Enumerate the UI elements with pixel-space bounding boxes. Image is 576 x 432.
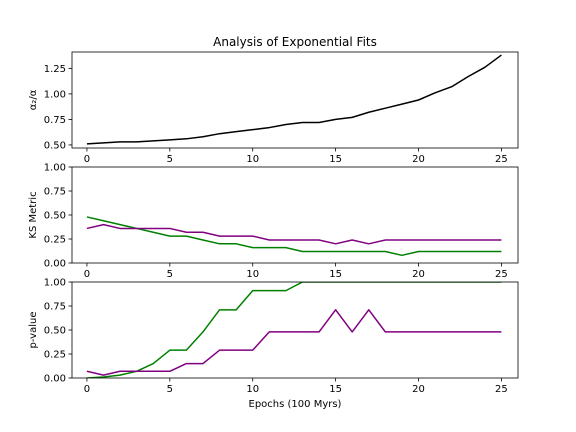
y-tick-label: 0.50	[44, 140, 66, 151]
y-tick-label: 0.50	[44, 211, 66, 222]
x-tick-label: 0	[84, 154, 90, 165]
x-tick-label: 15	[329, 384, 342, 395]
x-tick-label: 0	[84, 384, 90, 395]
axes-frame	[72, 282, 518, 378]
series-line-1-1	[87, 55, 502, 144]
x-tick-label: 5	[167, 154, 173, 165]
chart-title: Analysis of Exponential Fits	[213, 35, 377, 49]
y-axis-label: KS Metric	[28, 191, 39, 238]
y-tick-label: 0.00	[44, 374, 66, 385]
y-tick-label: 1.25	[44, 64, 66, 75]
x-tick-label: 15	[329, 154, 342, 165]
x-tick-label: 20	[412, 269, 425, 280]
y-axis-label: p-value	[28, 311, 39, 348]
y-tick-label: 0.75	[44, 115, 66, 126]
series-line-3-1	[87, 282, 502, 378]
x-tick-label: 10	[246, 154, 259, 165]
x-tick-label: 25	[495, 384, 508, 395]
x-tick-label: 10	[246, 384, 259, 395]
x-tick-label: 20	[412, 384, 425, 395]
y-tick-label: 0.75	[44, 187, 66, 198]
series-line-2-2	[87, 225, 502, 244]
y-tick-label: 0.25	[44, 235, 66, 246]
x-axis-label: Epochs (100 Myrs)	[249, 399, 342, 410]
x-tick-label: 25	[495, 154, 508, 165]
y-tick-label: 0.50	[44, 326, 66, 337]
x-tick-label: 5	[167, 269, 173, 280]
x-tick-label: 10	[246, 269, 259, 280]
y-tick-label: 0.25	[44, 350, 66, 361]
y-tick-label: 1.00	[44, 163, 66, 174]
axes-frame	[72, 52, 518, 148]
y-axis-label: α₂/α	[28, 89, 39, 110]
axes-frame	[72, 167, 518, 263]
chart-panel-3: 0 5 10 15 20 25 0.00 0.25 0.50 0.75 1.00 p-value Epo…	[28, 278, 518, 411]
y-tick-label: 1.00	[44, 278, 66, 289]
y-tick-label: 0.00	[44, 259, 66, 270]
x-tick-label: 0	[84, 269, 90, 280]
x-tick-label: 25	[495, 269, 508, 280]
x-tick-label: 5	[167, 384, 173, 395]
x-tick-label: 15	[329, 269, 342, 280]
x-tick-label: 20	[412, 154, 425, 165]
series-line-2-1	[87, 217, 502, 255]
chart-panel-2: 0 5 10 15 20 25 0.00 0.25 0.50 0.75 1.00 KS Metric	[28, 163, 518, 281]
y-tick-label: 0.75	[44, 302, 66, 313]
chart-panel-1: 0 5 10 15 20 25 0.50 0.75 1.00 1.25 α₂/α Analysis o…	[28, 35, 518, 165]
y-tick-label: 1.00	[44, 89, 66, 100]
